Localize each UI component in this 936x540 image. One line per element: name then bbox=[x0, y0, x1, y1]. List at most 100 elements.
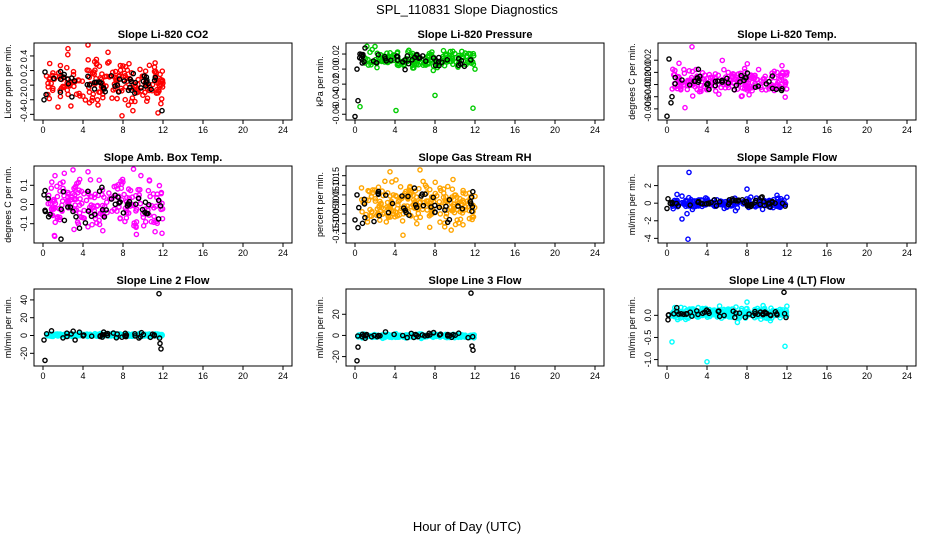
data-point bbox=[85, 223, 91, 230]
data-point bbox=[426, 224, 433, 231]
data-point bbox=[402, 188, 409, 195]
data-point bbox=[155, 90, 161, 96]
data-point bbox=[106, 190, 112, 196]
data-point bbox=[156, 335, 163, 341]
data-point bbox=[122, 96, 128, 103]
data-point bbox=[112, 201, 119, 208]
data-point bbox=[779, 62, 785, 69]
data-point bbox=[734, 205, 741, 211]
data-point bbox=[436, 204, 443, 211]
data-point bbox=[722, 85, 729, 91]
data-point bbox=[782, 203, 789, 209]
x-tick-label: 12 bbox=[782, 371, 792, 381]
data-point bbox=[96, 177, 102, 183]
data-point bbox=[46, 60, 53, 67]
data-point bbox=[472, 66, 478, 72]
x-tick-label: 0 bbox=[664, 371, 669, 381]
series-hourly bbox=[665, 289, 789, 323]
data-point bbox=[76, 225, 83, 231]
x-tick-label: 24 bbox=[278, 371, 288, 381]
data-point bbox=[402, 66, 408, 73]
data-point bbox=[706, 71, 713, 78]
data-point bbox=[149, 331, 156, 338]
data-point bbox=[703, 200, 710, 207]
data-point bbox=[157, 203, 164, 209]
data-point bbox=[670, 66, 676, 73]
y-tick-label: 0.00 bbox=[331, 196, 341, 214]
y-axis-label: Licor ppm per min. bbox=[3, 44, 13, 119]
data-point bbox=[143, 74, 150, 80]
data-point bbox=[130, 70, 137, 77]
series-all bbox=[43, 42, 166, 119]
data-point bbox=[133, 208, 139, 214]
data-point bbox=[155, 216, 162, 222]
data-point bbox=[405, 193, 411, 200]
data-point bbox=[359, 220, 366, 227]
plot-frame bbox=[33, 288, 293, 367]
data-point bbox=[383, 219, 390, 225]
data-point bbox=[117, 67, 124, 74]
series-hourly bbox=[41, 290, 164, 364]
data-point bbox=[61, 71, 67, 78]
data-point bbox=[45, 84, 52, 90]
data-points bbox=[664, 169, 790, 242]
chart-panel-5: Slope Gas Stream RH percent per min. 0 4 8 12… bbox=[315, 152, 605, 258]
data-point bbox=[132, 333, 138, 339]
data-point bbox=[459, 205, 466, 212]
y-axis-label: degrees C per min. bbox=[627, 43, 637, 120]
data-point bbox=[73, 91, 80, 97]
series-all bbox=[45, 166, 166, 240]
data-point bbox=[679, 77, 685, 83]
data-point bbox=[80, 333, 86, 339]
data-point bbox=[118, 178, 124, 184]
data-point bbox=[430, 329, 437, 336]
data-point bbox=[411, 185, 418, 191]
x-tick-label: 0 bbox=[40, 248, 45, 258]
data-point bbox=[114, 208, 120, 214]
data-point bbox=[752, 310, 759, 317]
data-point bbox=[117, 62, 124, 69]
data-point bbox=[58, 236, 64, 242]
data-point bbox=[362, 214, 368, 221]
data-point bbox=[683, 311, 690, 318]
data-point bbox=[156, 290, 162, 297]
data-point bbox=[404, 334, 411, 341]
data-point bbox=[373, 60, 380, 66]
data-point bbox=[118, 85, 124, 92]
data-point bbox=[419, 332, 426, 338]
data-point bbox=[146, 62, 153, 69]
data-point bbox=[61, 170, 68, 177]
data-point bbox=[371, 218, 377, 225]
data-point bbox=[85, 168, 91, 175]
chart-title: Slope Li-820 CO2 bbox=[118, 29, 208, 41]
x-tick-label: 20 bbox=[238, 371, 248, 381]
data-point bbox=[375, 188, 382, 195]
data-point bbox=[752, 84, 759, 90]
x-tick-label: 20 bbox=[862, 371, 872, 381]
data-point bbox=[45, 200, 52, 207]
data-point bbox=[733, 197, 739, 204]
y-tick-label: 0 bbox=[643, 201, 653, 206]
data-points bbox=[354, 290, 478, 364]
data-point bbox=[782, 343, 788, 350]
x-tick-label: 8 bbox=[744, 248, 749, 258]
data-point bbox=[123, 333, 129, 340]
data-point bbox=[760, 311, 766, 318]
data-point bbox=[104, 209, 110, 216]
data-point bbox=[426, 50, 433, 57]
data-point bbox=[81, 207, 87, 214]
data-point bbox=[132, 201, 139, 207]
data-point bbox=[444, 57, 451, 63]
x-tick-label: 20 bbox=[550, 371, 560, 381]
data-point bbox=[51, 232, 58, 239]
data-point bbox=[82, 97, 89, 103]
data-point bbox=[427, 332, 433, 338]
data-point bbox=[369, 208, 375, 215]
data-point bbox=[99, 187, 106, 193]
x-tick-label: 16 bbox=[822, 125, 832, 135]
data-point bbox=[138, 329, 145, 336]
data-point bbox=[437, 211, 444, 217]
data-point bbox=[470, 105, 476, 111]
data-point bbox=[461, 63, 468, 70]
data-point bbox=[687, 202, 694, 208]
